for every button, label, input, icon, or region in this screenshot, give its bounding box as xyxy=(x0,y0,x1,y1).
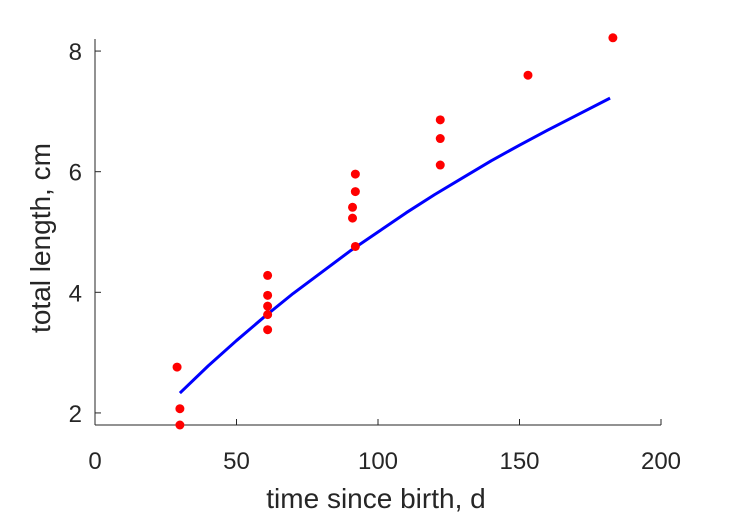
data-point xyxy=(175,420,185,430)
data-point xyxy=(263,270,273,280)
data-point xyxy=(350,241,360,251)
y-tick-label: 4 xyxy=(69,280,82,307)
x-tick-label: 150 xyxy=(499,448,539,475)
x-tick-label: 50 xyxy=(223,448,250,475)
y-tick-label: 2 xyxy=(69,401,82,428)
data-point xyxy=(263,301,273,311)
data-point xyxy=(523,70,533,80)
fit-curve xyxy=(178,96,611,395)
x-axis-title: time since birth, d xyxy=(266,483,485,514)
data-point xyxy=(172,362,182,372)
y-axis-title: total length, cm xyxy=(25,143,56,333)
data-point xyxy=(263,310,273,320)
data-point xyxy=(263,325,273,335)
data-point xyxy=(608,33,618,43)
x-tick-label: 100 xyxy=(358,448,398,475)
data-point xyxy=(348,202,358,212)
y-ticks: 2 4 6 8 xyxy=(69,39,101,428)
data-point xyxy=(350,187,360,197)
x-ticks: 0 50 100 150 200 xyxy=(88,419,681,475)
data-point xyxy=(435,134,445,144)
data-point xyxy=(435,160,445,170)
data-point xyxy=(175,404,185,414)
y-tick-label: 8 xyxy=(69,39,82,66)
x-tick-label: 0 xyxy=(88,448,101,475)
fit-curve-layer xyxy=(178,96,611,395)
y-tick-label: 6 xyxy=(69,160,82,187)
data-point xyxy=(263,290,273,300)
x-tick-label: 200 xyxy=(641,448,681,475)
data-point xyxy=(435,115,445,125)
data-point xyxy=(350,169,360,179)
data-points-layer xyxy=(172,33,618,430)
data-point xyxy=(348,213,358,223)
